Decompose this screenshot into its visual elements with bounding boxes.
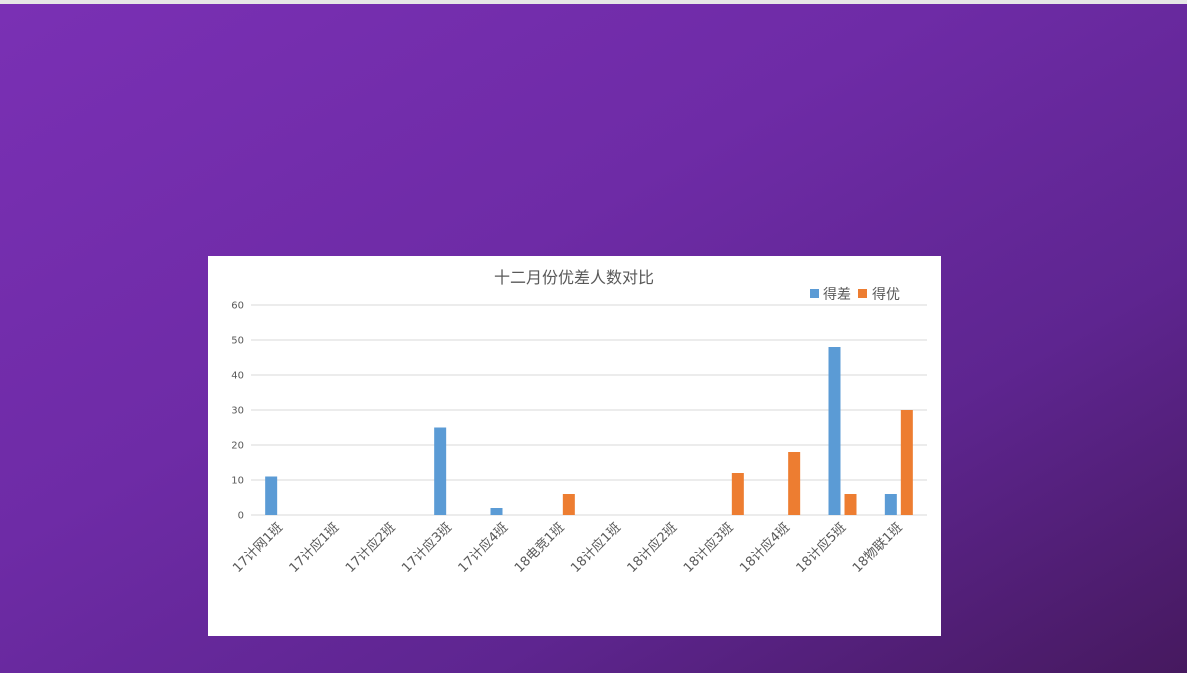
bar-series-2-10: [788, 452, 801, 515]
x-tick-label: 17计应1班: [286, 520, 342, 576]
bar-series-1-1: [265, 476, 278, 515]
x-tick-label: 18物联1班: [850, 520, 906, 576]
x-tick-label: 17计应3班: [399, 520, 455, 576]
slide-background: 0 10 20 30 40 50 60 17计网1班 17计应1班 17计应2班 17计应3班 17…: [0, 4, 1187, 673]
legend-label-series-2: 得优: [872, 286, 900, 303]
y-tick-label: 0: [238, 511, 244, 522]
y-tick-label: 60: [231, 301, 244, 312]
chart-card: 0 10 20 30 40 50 60 17计网1班 17计应1班 17计应2班 17计应3班 17…: [208, 256, 941, 636]
y-tick-label: 20: [231, 441, 244, 452]
x-tick-label: 17计网1班: [230, 520, 286, 576]
x-tick-label: 17计应4班: [455, 520, 511, 576]
bar-series-2-9: [731, 473, 744, 515]
bar-series-2-6: [562, 494, 575, 515]
legend: 得差 得优: [810, 286, 900, 303]
x-tick-label: 18电竞1班: [511, 520, 567, 576]
y-tick-label: 50: [231, 336, 244, 347]
x-tick-label: 18计应5班: [793, 520, 849, 576]
bar-series-1-11: [828, 347, 841, 515]
chart: 0 10 20 30 40 50 60 17计网1班 17计应1班 17计应2班 17计应3班 17…: [230, 268, 927, 576]
x-tick-label: 18计应1班: [568, 520, 624, 576]
bar-series-1-5: [490, 508, 503, 515]
x-tick-label: 17计应2班: [342, 520, 398, 576]
bar-series-1-12: [884, 494, 897, 515]
x-tick-label: 18计应4班: [737, 520, 793, 576]
y-tick-label: 10: [231, 476, 244, 487]
legend-swatch-series-1: [810, 289, 819, 298]
bar-series-1-4: [434, 427, 447, 515]
bar-series-2-11: [844, 494, 857, 515]
legend-label-series-1: 得差: [823, 286, 851, 303]
x-tick-label: 18计应2班: [624, 520, 680, 576]
chart-title: 十二月份优差人数对比: [494, 268, 654, 287]
x-axis-ticks: 17计网1班 17计应1班 17计应2班 17计应3班 17计应4班 18电竞1班 18计应…: [230, 520, 905, 576]
gridlines: [251, 304, 927, 516]
y-tick-label: 30: [231, 406, 244, 417]
bar-series-2-12: [900, 410, 913, 515]
legend-swatch-series-2: [858, 289, 867, 298]
y-axis-ticks: 0 10 20 30 40 50 60: [231, 301, 244, 522]
y-tick-label: 40: [231, 371, 244, 382]
bars: [265, 347, 913, 515]
x-tick-label: 18计应3班: [680, 520, 736, 576]
